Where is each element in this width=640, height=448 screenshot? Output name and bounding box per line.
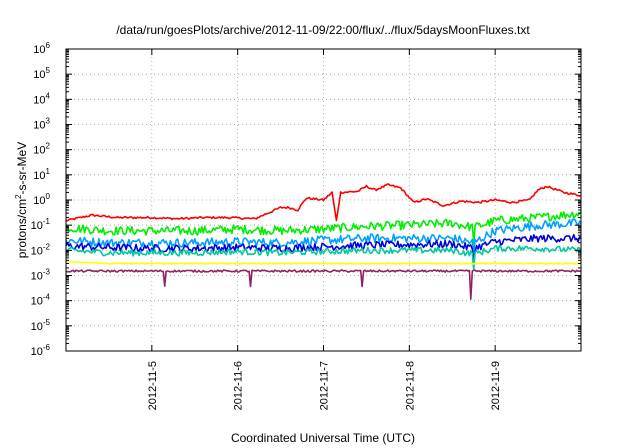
y-tick-label: 10-4 [31, 293, 51, 308]
y-tick-base: 10 [31, 321, 43, 333]
series-line-4 [65, 244, 582, 271]
y-axis-label-base: protons/cm [15, 199, 29, 258]
chart-title: /data/run/goesPlots/archive/2012-11-09/2… [116, 23, 530, 37]
y-tick-exponent: -5 [43, 318, 51, 327]
y-tick-label: 106 [33, 41, 50, 56]
y-tick-exponent: 0 [46, 192, 51, 201]
y-tick-exponent: 3 [46, 117, 51, 126]
y-tick-exponent: -1 [43, 217, 51, 226]
y-axis-ticks: 10-610-510-410-310-210-11001011021031041… [31, 41, 581, 358]
y-tick-label: 104 [33, 91, 50, 106]
x-axis-ticks: 2012-11-5 2012-11-6 2012-11-7 2012-11-8 2012… [147, 49, 502, 410]
y-tick-label: 10-3 [31, 268, 51, 283]
x-tick-label: 2012-11-5 [147, 361, 159, 410]
x-tick-label: 2012-11-9 [490, 361, 502, 410]
series-line-1 [65, 211, 582, 245]
y-tick-label: 103 [33, 117, 50, 132]
y-tick-label: 10-5 [31, 318, 51, 333]
y-tick-base: 10 [33, 69, 45, 81]
y-tick-exponent: 4 [46, 91, 51, 100]
y-tick-base: 10 [31, 271, 43, 283]
y-tick-exponent: 1 [46, 167, 51, 176]
y-tick-base: 10 [33, 120, 45, 132]
series-line-5 [65, 260, 581, 265]
series-line-2 [65, 218, 582, 256]
y-axis-label: protons/cm2-s-sr-MeV [14, 142, 29, 258]
y-tick-exponent: 5 [46, 66, 51, 75]
y-tick-base: 10 [33, 170, 45, 182]
series-line-6 [65, 269, 582, 300]
y-tick-label: 10-1 [31, 217, 51, 232]
y-tick-base: 10 [31, 220, 43, 232]
y-tick-exponent: -3 [43, 268, 51, 277]
x-tick-label: 2012-11-7 [319, 361, 331, 410]
y-tick-label: 100 [33, 192, 50, 207]
series-layer [65, 183, 582, 300]
y-tick-base: 10 [31, 245, 43, 257]
y-tick-label: 101 [33, 167, 50, 182]
y-axis-label-rest: -s-sr-MeV [15, 142, 29, 195]
x-tick-label: 2012-11-8 [404, 361, 416, 410]
y-axis-label-sup: 2 [14, 194, 23, 199]
x-tick-label: 2012-11-6 [233, 361, 245, 410]
x-axis-label: Coordinated Universal Time (UTC) [231, 431, 415, 445]
y-tick-exponent: -2 [43, 242, 51, 251]
y-tick-base: 10 [31, 346, 43, 358]
y-tick-base: 10 [33, 94, 45, 106]
y-tick-exponent: -6 [43, 343, 51, 352]
series-line-0 [65, 183, 582, 222]
y-tick-base: 10 [31, 296, 43, 308]
y-tick-label: 105 [33, 66, 50, 81]
y-tick-base: 10 [33, 195, 45, 207]
y-tick-label: 10-6 [31, 343, 51, 358]
y-tick-label: 10-2 [31, 242, 51, 257]
y-tick-base: 10 [33, 44, 45, 56]
y-tick-base: 10 [33, 145, 45, 157]
y-tick-exponent: -4 [43, 293, 51, 302]
series-line-3 [65, 233, 582, 262]
y-tick-exponent: 6 [46, 41, 51, 50]
y-tick-label: 102 [33, 142, 50, 157]
y-tick-exponent: 2 [46, 142, 51, 151]
